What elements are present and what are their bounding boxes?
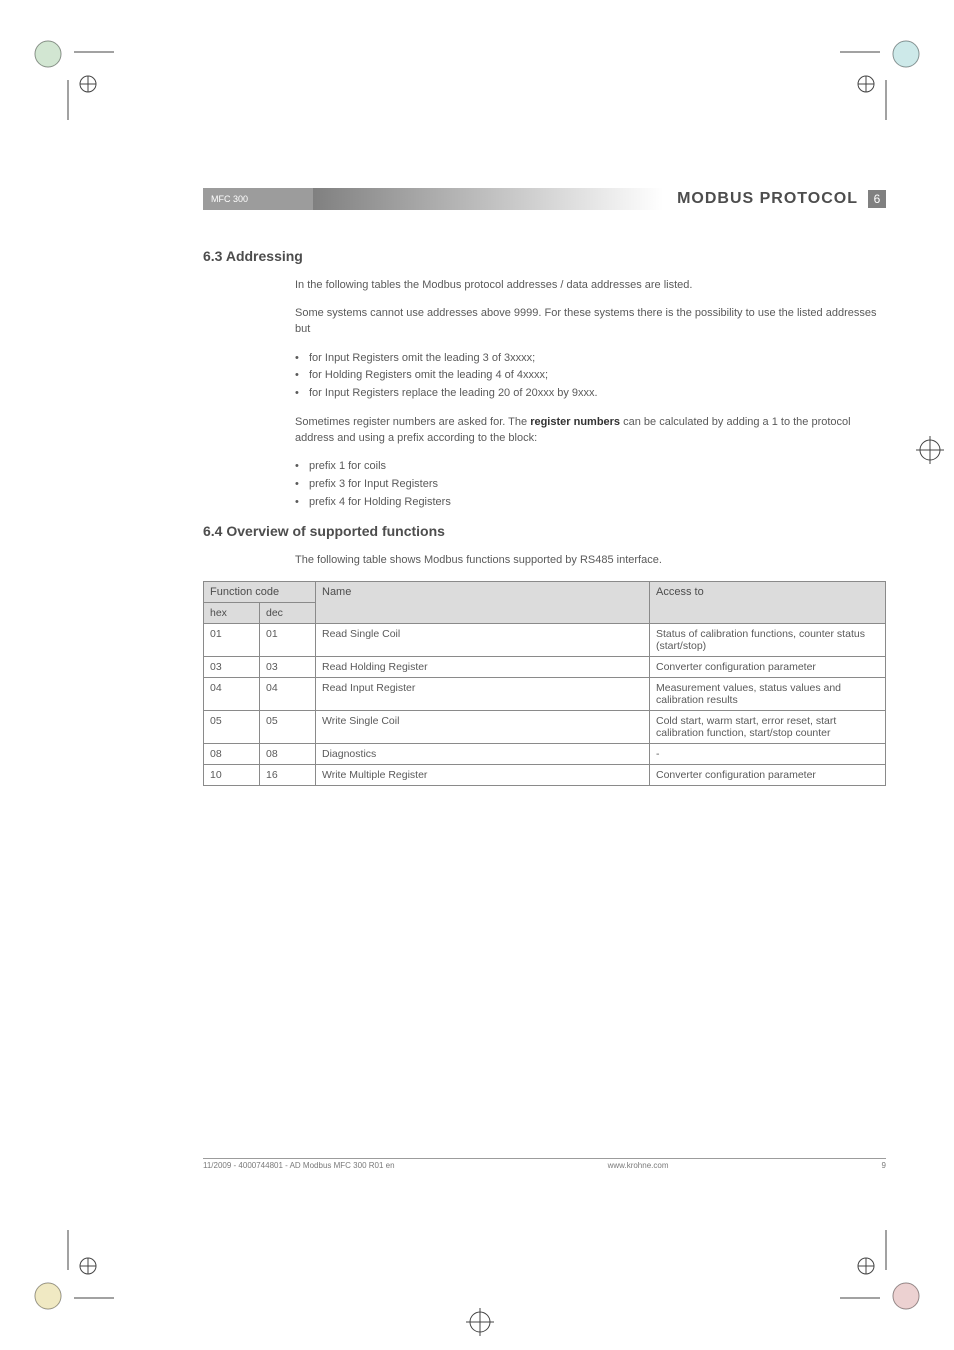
cell-dec: 01 <box>260 624 316 657</box>
text-span: Sometimes register numbers are asked for… <box>295 416 530 428</box>
cell-access: Converter configuration parameter <box>650 765 886 786</box>
header-gradient <box>313 188 663 210</box>
th-name: Name <box>316 582 650 624</box>
cell-hex: 08 <box>204 744 260 765</box>
table-row: 05 05 Write Single Coil Cold start, warm… <box>204 711 886 744</box>
cell-dec: 08 <box>260 744 316 765</box>
th-access: Access to <box>650 582 886 624</box>
cell-name: Write Multiple Register <box>316 765 650 786</box>
list-item: for Holding Registers omit the leading 4… <box>295 367 880 385</box>
cell-access: - <box>650 744 886 765</box>
list-item: prefix 4 for Holding Registers <box>295 494 880 512</box>
footer-mid: www.krohne.com <box>608 1161 669 1170</box>
list-item: prefix 3 for Input Registers <box>295 476 880 494</box>
section-overview-heading: 6.4 Overview of supported functions <box>203 523 886 539</box>
cell-dec: 04 <box>260 678 316 711</box>
addressing-p1: In the following tables the Modbus proto… <box>295 278 880 294</box>
page-footer: 11/2009 - 4000744801 - AD Modbus MFC 300… <box>203 1158 886 1170</box>
product-label: MFC 300 <box>203 188 313 210</box>
cell-dec: 03 <box>260 657 316 678</box>
cell-dec: 05 <box>260 711 316 744</box>
chapter-badge: 6 <box>868 190 886 208</box>
cell-name: Read Holding Register <box>316 657 650 678</box>
cell-name: Diagnostics <box>316 744 650 765</box>
cell-name: Write Single Coil <box>316 711 650 744</box>
addressing-list2: prefix 1 for coils prefix 3 for Input Re… <box>295 458 880 511</box>
cell-hex: 04 <box>204 678 260 711</box>
crop-mark-bottom <box>460 1302 500 1342</box>
crop-mark-tr <box>834 36 924 126</box>
table-row: 03 03 Read Holding Register Converter co… <box>204 657 886 678</box>
list-item: for Input Registers replace the leading … <box>295 385 880 403</box>
footer-page-number: 9 <box>882 1161 886 1170</box>
cell-hex: 01 <box>204 624 260 657</box>
table-row: 04 04 Read Input Register Measurement va… <box>204 678 886 711</box>
section-addressing-heading: 6.3 Addressing <box>203 248 886 264</box>
table-row: 01 01 Read Single Coil Status of calibra… <box>204 624 886 657</box>
cell-access: Cold start, warm start, error reset, sta… <box>650 711 886 744</box>
functions-table: Function code Name Access to hex dec 01 … <box>203 581 886 786</box>
addressing-p3: Sometimes register numbers are asked for… <box>295 415 880 447</box>
cell-hex: 05 <box>204 711 260 744</box>
cell-access: Measurement values, status values and ca… <box>650 678 886 711</box>
table-row: 10 16 Write Multiple Register Converter … <box>204 765 886 786</box>
addressing-list1: for Input Registers omit the leading 3 o… <box>295 350 880 403</box>
page-header: MFC 300 MODBUS PROTOCOL 6 <box>203 188 886 210</box>
text-bold: register numbers <box>530 416 620 428</box>
list-item: prefix 1 for coils <box>295 458 880 476</box>
cell-hex: 03 <box>204 657 260 678</box>
cell-access: Status of calibration functions, counter… <box>650 624 886 657</box>
th-function-code: Function code <box>204 582 316 603</box>
cell-name: Read Single Coil <box>316 624 650 657</box>
th-hex: hex <box>204 603 260 624</box>
cell-hex: 10 <box>204 765 260 786</box>
cell-access: Converter configuration parameter <box>650 657 886 678</box>
crop-mark-br <box>834 1224 924 1314</box>
page-title: MODBUS PROTOCOL <box>663 188 864 210</box>
overview-intro: The following table shows Modbus functio… <box>295 553 880 569</box>
addressing-p2: Some systems cannot use addresses above … <box>295 306 880 338</box>
th-dec: dec <box>260 603 316 624</box>
page-content: 6.3 Addressing In the following tables t… <box>203 248 886 786</box>
crop-mark-right <box>910 430 950 470</box>
table-row: 08 08 Diagnostics - <box>204 744 886 765</box>
crop-mark-bl <box>30 1224 120 1314</box>
footer-left: 11/2009 - 4000744801 - AD Modbus MFC 300… <box>203 1161 395 1170</box>
crop-mark-tl <box>30 36 120 126</box>
list-item: for Input Registers omit the leading 3 o… <box>295 350 880 368</box>
cell-name: Read Input Register <box>316 678 650 711</box>
cell-dec: 16 <box>260 765 316 786</box>
